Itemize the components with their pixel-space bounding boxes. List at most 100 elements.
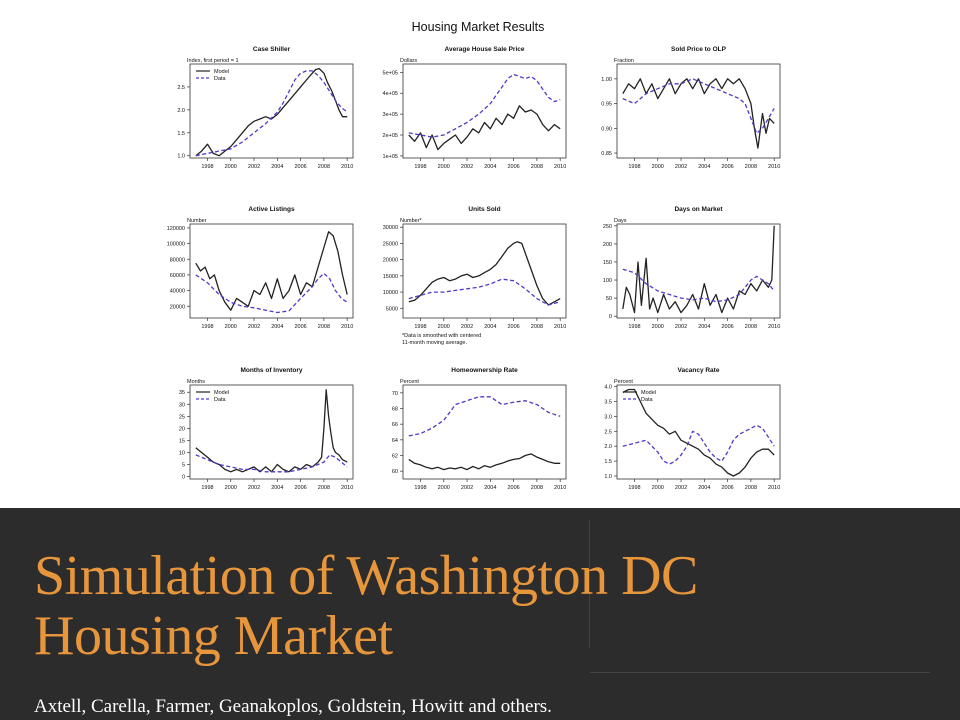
x-tick-label: 1998: [414, 324, 426, 330]
y-tick-label: 64: [392, 438, 398, 444]
y-tick-label: 2.5: [604, 429, 612, 435]
legend-label: Model: [214, 390, 229, 396]
y-tick-label: 30000: [383, 225, 398, 231]
y-tick-label: 10000: [383, 290, 398, 296]
plot-frame: [402, 223, 567, 319]
y-tick-label: 0.95: [601, 102, 612, 108]
model-series-line: [622, 225, 775, 314]
y-tick-label: 20000: [170, 304, 185, 310]
chart-title: Case Shiller: [253, 46, 291, 53]
y-tick-label: 250: [603, 224, 612, 230]
data-series-line: [408, 396, 561, 437]
chart-panel: Units Sold Number* 1998 2000 2002 2004 2006 200…: [383, 206, 567, 346]
x-tick-label: 2008: [745, 164, 757, 170]
y-axis-label: Number: [187, 218, 207, 224]
x-tick-label: 1998: [201, 164, 213, 170]
x-tick-label: 2010: [768, 324, 780, 330]
x-tick-label: 2006: [721, 324, 733, 330]
plot-frame: [616, 63, 781, 159]
y-tick-label: 120000: [167, 226, 185, 232]
x-tick-label: 2002: [461, 164, 473, 170]
x-tick-label: 2006: [294, 324, 306, 330]
x-tick-label: 2004: [271, 324, 283, 330]
x-tick-label: 2008: [531, 485, 543, 491]
x-tick-label: 2004: [271, 485, 283, 491]
y-tick-label: 15000: [383, 274, 398, 280]
slide-title: Simulation of Washington DC Housing Mark…: [34, 546, 698, 666]
plot-frame: [616, 223, 781, 319]
legend-label: Data: [214, 397, 227, 403]
x-tick-label: 2000: [438, 485, 450, 491]
x-tick-label: 1998: [628, 485, 640, 491]
x-tick-label: 2008: [745, 324, 757, 330]
x-tick-label: 2002: [675, 164, 687, 170]
x-tick-label: 2010: [341, 485, 353, 491]
x-tick-label: 2002: [248, 485, 260, 491]
x-tick-label: 2004: [698, 485, 710, 491]
plot-frame: [402, 63, 567, 159]
chart-title: Units Sold: [468, 206, 500, 213]
decorative-vertical-rule: [589, 520, 590, 648]
y-tick-label: 5: [182, 463, 185, 469]
y-tick-label: 15: [179, 438, 185, 444]
y-tick-label: 0.90: [601, 126, 612, 132]
y-tick-label: 0.85: [601, 151, 612, 157]
chart-title: Vacancy Rate: [678, 367, 720, 374]
x-tick-label: 2000: [438, 324, 450, 330]
authors-line: Axtell, Carella, Farmer, Geanakoplos, Go…: [34, 696, 552, 717]
y-tick-label: 2e+05: [383, 133, 398, 139]
y-tick-label: 4.0: [604, 384, 612, 390]
chart-panel: Case Shiller Index, first period = 1 1998 2…: [177, 46, 354, 170]
y-axis-label: Index, first period = 1: [187, 58, 239, 64]
y-tick-label: 25: [179, 414, 185, 420]
y-tick-label: 3.5: [604, 399, 612, 405]
x-tick-label: 2010: [768, 164, 780, 170]
y-axis-label: Percent: [400, 379, 419, 385]
plot-frame: [189, 223, 354, 319]
y-tick-label: 3.0: [604, 414, 612, 420]
data-series-line: [408, 73, 561, 138]
x-tick-label: 2008: [318, 324, 330, 330]
y-tick-label: 1.00: [601, 77, 612, 83]
y-tick-label: 2.0: [604, 444, 612, 450]
chart-title: Sold Price to OLP: [671, 46, 727, 53]
legend-label: Model: [214, 69, 229, 75]
x-tick-label: 2010: [768, 485, 780, 491]
housing-results-figure: Housing Market Results Case Shiller Index…: [166, 20, 781, 491]
slide-title-line-1: Simulation of Washington DC: [34, 545, 698, 607]
legend-label: Data: [641, 397, 654, 403]
x-tick-label: 2006: [507, 164, 519, 170]
x-tick-label: 2006: [721, 164, 733, 170]
x-tick-label: 1998: [201, 324, 213, 330]
y-tick-label: 30: [179, 402, 185, 408]
legend-label: Data: [214, 76, 227, 82]
x-tick-label: 2006: [721, 485, 733, 491]
y-tick-label: 60: [392, 469, 398, 475]
x-tick-label: 2008: [531, 324, 543, 330]
x-tick-label: 2008: [318, 485, 330, 491]
x-tick-label: 2004: [698, 164, 710, 170]
data-series-line: [195, 454, 348, 473]
plot-frame: [616, 384, 781, 480]
x-tick-label: 2010: [554, 324, 566, 330]
plot-frame: [189, 384, 354, 480]
y-tick-label: 70: [392, 391, 398, 397]
x-tick-label: 2004: [698, 324, 710, 330]
x-tick-label: 2006: [507, 485, 519, 491]
data-series-line: [195, 70, 348, 157]
model-series-line: [195, 67, 348, 157]
x-tick-label: 2008: [318, 164, 330, 170]
x-tick-label: 2006: [294, 485, 306, 491]
model-series-line: [408, 453, 561, 471]
y-tick-label: 62: [392, 454, 398, 460]
x-tick-label: 2000: [652, 164, 664, 170]
y-axis-label: Number*: [400, 218, 423, 224]
chart-annotation-line: *Data is smoothed with centered: [402, 333, 481, 339]
y-tick-label: 5e+05: [383, 70, 398, 76]
y-tick-label: 5000: [386, 306, 398, 312]
x-tick-label: 2010: [554, 485, 566, 491]
model-series-line: [195, 231, 348, 311]
y-tick-label: 3e+05: [383, 112, 398, 118]
model-series-line: [195, 389, 348, 473]
x-tick-label: 2000: [225, 164, 237, 170]
